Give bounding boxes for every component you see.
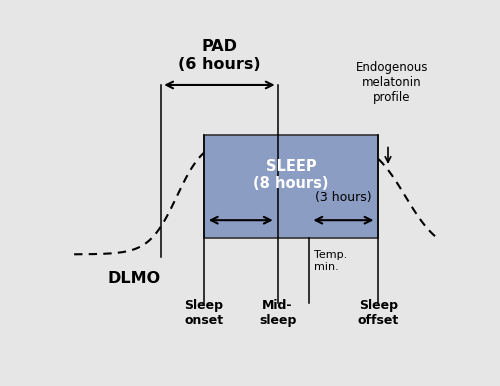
Text: DLMO: DLMO (108, 271, 161, 286)
Text: SLEEP
(8 hours): SLEEP (8 hours) (254, 159, 329, 191)
Text: (3 hours): (3 hours) (315, 191, 372, 204)
Text: PAD
(6 hours): PAD (6 hours) (178, 39, 261, 71)
Text: Endogenous
melatonin
profile: Endogenous melatonin profile (356, 61, 428, 104)
Text: Temp.
min.: Temp. min. (314, 250, 348, 271)
Text: Sleep
onset: Sleep onset (184, 299, 224, 327)
Bar (204, 135, 378, 238)
Text: Sleep
offset: Sleep offset (358, 299, 399, 327)
Text: Mid-
sleep: Mid- sleep (259, 299, 296, 327)
